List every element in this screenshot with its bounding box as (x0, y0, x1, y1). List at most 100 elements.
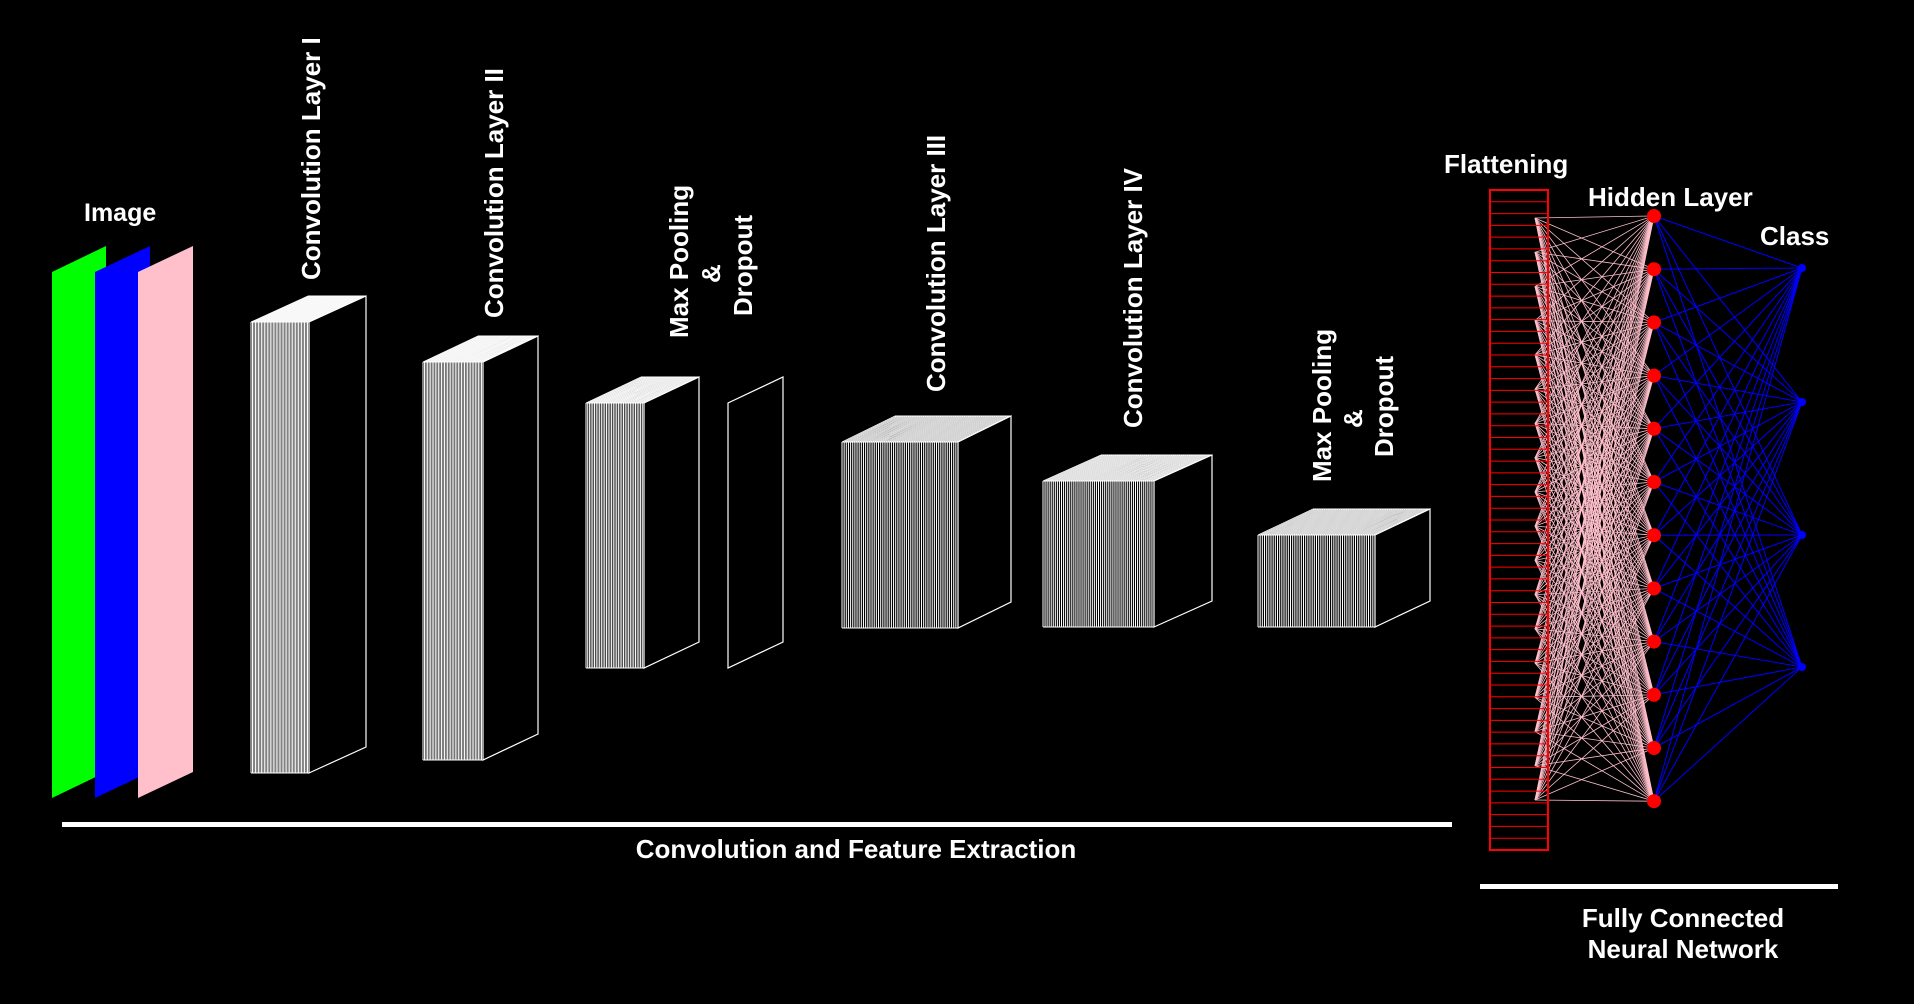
flatten-hidden-connection (1534, 217, 1655, 429)
hidden-class-connection (1653, 267, 1803, 802)
flatten-hidden-connection (1534, 320, 1655, 536)
image-channel-1 (52, 246, 106, 798)
flatten-hidden-connection (1534, 799, 1655, 802)
flatten-hidden-connection (1534, 252, 1655, 642)
class-label: Class (1760, 221, 1829, 251)
pool1-label-line1: Max Pooling (664, 185, 694, 338)
flatten-hidden-connection (1534, 525, 1655, 696)
flatten-hidden-connection (1534, 423, 1655, 483)
class-node (1798, 531, 1806, 539)
flatten-hidden-connection (1534, 375, 1655, 732)
flatten-hidden-connection (1534, 534, 1655, 698)
flatten-hidden-connection (1534, 428, 1655, 766)
flatten-hidden-connection (1534, 320, 1655, 323)
flatten-hidden-connection (1534, 286, 1655, 536)
flatten-hidden-connection (1534, 588, 1655, 732)
flatten-hidden-connection (1534, 215, 1655, 322)
hidden-layer-label: Hidden Layer (1588, 182, 1753, 212)
flatten-hidden-connection (1534, 535, 1655, 766)
flatten-hidden-connection (1534, 389, 1655, 695)
feature-extraction-bar (62, 822, 1452, 827)
hidden-node (1647, 368, 1661, 383)
flatten-hidden-connection (1534, 215, 1655, 219)
hidden-class-connection (1653, 401, 1803, 536)
flatten-hidden-connection (1534, 252, 1655, 430)
flatten-hidden-connection (1534, 269, 1655, 698)
hidden-node (1647, 421, 1661, 436)
flatten-hidden-connection (1534, 534, 1655, 561)
flatten-hidden-connection (1534, 694, 1655, 767)
pool2-label-line2: & (1338, 409, 1368, 428)
fcn-label-line1: Fully Connected (1582, 903, 1784, 933)
hidden-class-connection (1653, 215, 1803, 269)
flatten-hidden-connection (1534, 428, 1655, 630)
pool1-label-line3: Dropout (728, 215, 758, 316)
flatten-hidden-connection (1534, 388, 1655, 483)
flatten-hidden-connection (1534, 423, 1655, 536)
image-channel-3 (138, 246, 193, 798)
flatten-hidden-connection (1534, 491, 1655, 536)
flatten-hidden-connection (1534, 269, 1655, 664)
flatten-hidden-connection (1534, 481, 1655, 732)
flatten-hidden-connection (1534, 252, 1655, 483)
hidden-class-connection (1653, 534, 1803, 749)
flatten-hidden-connection (1534, 215, 1655, 801)
pool1-block (585, 376, 700, 669)
flatten-hidden-connection (1534, 268, 1655, 287)
flatten-hidden-connection (1534, 457, 1655, 749)
flattening-label: Flattening (1444, 149, 1568, 179)
flatten-hidden-connection (1534, 428, 1655, 595)
fcn-section-bar (1480, 884, 1838, 889)
flatten-hidden-connection (1534, 217, 1655, 589)
flatten-hidden-connection (1534, 588, 1655, 630)
flatten-hidden-connection (1534, 534, 1655, 664)
flatten-hidden-connection (1534, 269, 1655, 732)
flatten-hidden-connection (1534, 525, 1655, 749)
flatten-hidden-connection (1534, 481, 1655, 527)
flatten-hidden-connection (1534, 269, 1655, 595)
flatten-hidden-connection (1534, 641, 1655, 664)
hidden-class-connection (1653, 666, 1803, 749)
flatten-hidden-connection (1534, 423, 1655, 695)
flatten-hidden-connection (1534, 320, 1655, 642)
flatten-hidden-connection (1534, 320, 1655, 589)
hidden-node (1647, 209, 1661, 223)
flatten-hidden-connection (1534, 560, 1655, 802)
hidden-node (1647, 581, 1661, 596)
pool2-label-line3: Dropout (1369, 356, 1399, 457)
flatten-hidden-connection (1534, 215, 1655, 561)
flatten-hidden-connection (1534, 457, 1655, 589)
flatten-hidden-connection (1534, 215, 1655, 356)
flatten-hidden-connection (1534, 286, 1655, 430)
flatten-hidden-connection (1534, 481, 1655, 595)
flatten-hidden-connection (1534, 354, 1655, 589)
flatten-hidden-connection (1534, 320, 1655, 376)
flatten-hidden-connection (1534, 628, 1655, 696)
hidden-class-connection (1653, 375, 1803, 403)
flatten-hidden-connection (1534, 269, 1655, 766)
hidden-node (1647, 794, 1661, 809)
hidden-class-connection (1653, 401, 1803, 749)
flatten-hidden-connection (1534, 375, 1655, 801)
hidden-node (1647, 528, 1661, 543)
pool2-label-line1: Max Pooling (1307, 329, 1337, 482)
flatten-hidden-connection (1534, 252, 1655, 536)
flatten-hidden-connection (1534, 215, 1655, 458)
flatten-hidden-connection (1534, 354, 1655, 642)
feature-extraction-label: Convolution and Feature Extraction (636, 834, 1077, 864)
flatten-hidden-connection (1534, 765, 1655, 802)
flatten-hidden-connection (1534, 641, 1655, 698)
flatten-hidden-connection (1534, 731, 1655, 749)
flatten-hidden-connection (1534, 559, 1655, 589)
hidden-class-connection (1653, 401, 1803, 802)
flatten-hidden-connection (1534, 215, 1655, 493)
flatten-hidden-connection (1534, 389, 1655, 802)
flatten-hidden-connection (1534, 215, 1655, 527)
flatten-hidden-connection (1534, 428, 1655, 698)
flatten-hidden-connection (1534, 428, 1655, 801)
flatten-hidden-connection (1534, 641, 1655, 801)
flatten-hidden-connection (1534, 354, 1655, 430)
flatten-hidden-connection (1534, 696, 1655, 749)
flatten-hidden-connection (1534, 354, 1655, 483)
flatten-hidden-connection (1534, 389, 1655, 749)
